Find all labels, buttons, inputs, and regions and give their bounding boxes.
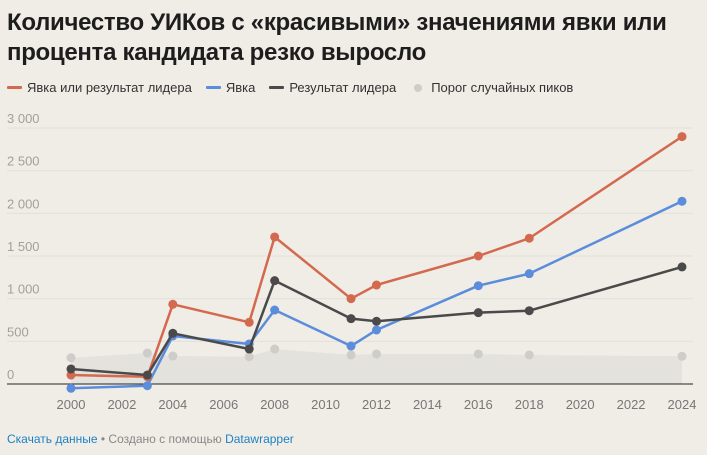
data-point bbox=[473, 308, 483, 318]
data-point bbox=[346, 294, 356, 304]
y-tick-label: 0 bbox=[7, 367, 14, 382]
x-tick-label: 2012 bbox=[362, 397, 391, 412]
series-2 bbox=[66, 262, 687, 380]
x-tick-label: 2006 bbox=[209, 397, 238, 412]
legend-swatch bbox=[205, 86, 221, 89]
datawrapper-link[interactable]: Datawrapper bbox=[225, 432, 294, 446]
footer-credit: • Создано с помощью bbox=[97, 432, 226, 446]
threshold-point bbox=[677, 351, 687, 361]
data-point bbox=[142, 370, 152, 380]
legend-label: Порог случайных пиков bbox=[431, 80, 574, 95]
legend-item: Результат лидера bbox=[269, 80, 396, 95]
data-point bbox=[66, 364, 76, 374]
threshold-point bbox=[346, 350, 356, 360]
data-point bbox=[346, 341, 356, 351]
x-tick-label: 2000 bbox=[57, 397, 86, 412]
data-point bbox=[372, 316, 381, 326]
x-tick-label: 2022 bbox=[617, 397, 646, 412]
data-point bbox=[270, 305, 280, 315]
threshold-point bbox=[142, 348, 152, 358]
y-tick-label: 1 000 bbox=[7, 282, 40, 297]
series-line bbox=[70, 265, 683, 377]
y-tick-label: 1 500 bbox=[7, 239, 40, 254]
data-point bbox=[372, 325, 381, 335]
footer: Скачать данные • Создано с помощью Dataw… bbox=[7, 432, 294, 446]
threshold-point bbox=[244, 352, 254, 362]
series-line bbox=[70, 135, 683, 378]
x-tick-label: 2020 bbox=[566, 397, 595, 412]
x-tick-label: 2018 bbox=[515, 397, 544, 412]
threshold-point bbox=[270, 344, 280, 354]
data-point bbox=[372, 280, 381, 290]
legend: Явка или результат лидера Явка Результат… bbox=[7, 80, 573, 95]
x-tick-label: 2002 bbox=[107, 397, 136, 412]
data-point bbox=[244, 317, 254, 327]
y-tick-label: 500 bbox=[7, 324, 29, 339]
data-point bbox=[524, 269, 534, 279]
data-point bbox=[677, 132, 687, 142]
chart-title: Количество УИКов с «красивыми» значениям… bbox=[7, 9, 667, 66]
data-point bbox=[524, 306, 534, 316]
legend-label: Результат лидера bbox=[289, 80, 397, 95]
data-point bbox=[270, 276, 280, 286]
legend-item: Явка bbox=[205, 80, 256, 95]
legend-label: Явка bbox=[225, 80, 256, 95]
legend-swatch bbox=[7, 86, 22, 89]
data-point bbox=[168, 299, 178, 309]
x-tick-label: 2014 bbox=[413, 397, 442, 412]
data-point bbox=[66, 383, 76, 393]
y-tick-label: 3 000 bbox=[7, 111, 40, 126]
threshold-point bbox=[168, 351, 178, 361]
data-point bbox=[168, 328, 178, 338]
data-point bbox=[473, 281, 483, 291]
threshold-point bbox=[473, 349, 483, 359]
x-tick-label: 2024 bbox=[668, 397, 697, 412]
data-point bbox=[524, 233, 534, 243]
series-0 bbox=[66, 132, 687, 382]
legend-item: Явка или результат лидера bbox=[7, 80, 192, 95]
y-tick-label: 2 500 bbox=[7, 154, 40, 169]
series-line bbox=[70, 200, 683, 390]
x-tick-label: 2004 bbox=[158, 397, 187, 412]
legend-swatch bbox=[269, 86, 285, 89]
data-point bbox=[346, 314, 356, 324]
threshold-point bbox=[524, 350, 534, 360]
x-tick-label: 2010 bbox=[311, 397, 340, 412]
legend-item: Порог случайных пиков bbox=[410, 80, 573, 95]
legend-dot bbox=[414, 83, 423, 92]
data-point bbox=[473, 251, 483, 261]
threshold-point bbox=[66, 353, 76, 363]
data-point bbox=[677, 196, 687, 206]
x-tick-label: 2008 bbox=[260, 397, 289, 412]
download-data-link[interactable]: Скачать данные bbox=[7, 432, 98, 446]
data-point bbox=[270, 232, 280, 242]
data-point bbox=[142, 381, 152, 391]
x-tick-label: 2016 bbox=[464, 397, 493, 412]
threshold-point bbox=[372, 349, 381, 359]
y-tick-label: 2 000 bbox=[7, 196, 40, 211]
data-point bbox=[244, 344, 254, 354]
legend-label: Явка или результат лидера bbox=[27, 80, 192, 95]
data-point bbox=[677, 262, 687, 272]
